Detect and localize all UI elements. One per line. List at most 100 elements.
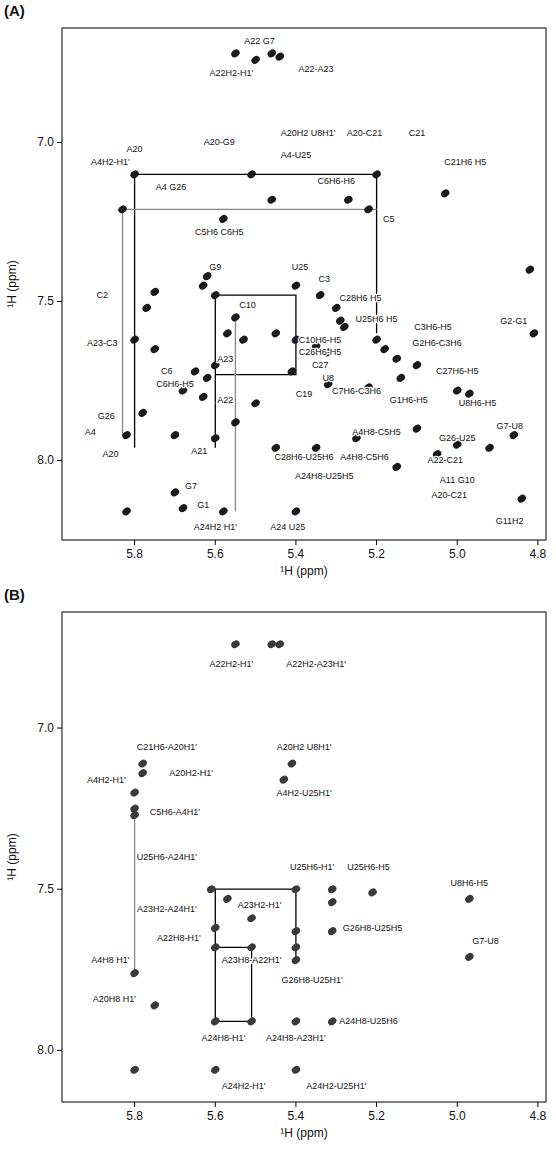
cross-peak — [339, 321, 350, 332]
x-tick-label: 5.6 — [207, 547, 224, 561]
peak-label: A20 — [102, 449, 118, 459]
plot-frame — [62, 28, 546, 540]
peak-label: U25H6-H1' — [290, 862, 335, 872]
peak-label: C6 — [161, 366, 173, 376]
cross-peak — [274, 639, 285, 650]
cross-peak — [411, 360, 422, 371]
connectivity-walk — [215, 295, 296, 448]
peak-label: A24H8-U25H5 — [295, 471, 354, 481]
y-axis-title: ¹H (ppm) — [5, 260, 19, 307]
peak-label: A4 G26 — [156, 182, 187, 192]
connectivity-walk — [135, 174, 377, 448]
peak-label: A20H8 H1' — [93, 994, 137, 1004]
cross-peak — [129, 968, 140, 979]
annotations: A22H2-H1'A22H2-A23H1'C21H6-A20H1'A20H2-H… — [87, 659, 499, 1091]
peak-label: A22H2-H1' — [210, 659, 254, 669]
cross-peak — [290, 506, 301, 517]
peak-label: A20H2 U8H1' — [277, 742, 332, 752]
cross-peak — [177, 503, 188, 514]
cross-peak — [230, 417, 241, 428]
cross-peak — [197, 280, 208, 291]
x-tick — [134, 540, 135, 545]
peak-label: G26-U25 — [439, 433, 476, 443]
figure: (A)5.85.65.45.25.04.87.07.58.0¹H (ppm)¹H… — [0, 0, 556, 1159]
cross-peak — [290, 1064, 301, 1075]
peak-label: G2H6-C3H6 — [412, 338, 462, 348]
connectivity-walk — [235, 317, 236, 511]
cross-peak — [524, 264, 535, 275]
peak-label: A4H8 H1' — [91, 955, 130, 965]
x-tick — [376, 540, 377, 545]
cross-peak — [327, 884, 338, 895]
y-tick — [57, 460, 62, 461]
cross-peak — [464, 951, 475, 962]
peak-label: A24H2-H1' — [222, 1081, 266, 1091]
cross-peak — [149, 344, 160, 355]
cross-peak — [197, 391, 208, 402]
cross-peak — [222, 328, 233, 339]
x-tick-label: 5.4 — [288, 547, 305, 561]
peak-label: G7-U8 — [496, 421, 523, 431]
cross-peak — [129, 334, 140, 345]
plot-data — [129, 639, 475, 1075]
peak-label: C27 — [312, 360, 329, 370]
x-tick — [457, 540, 458, 545]
cross-peak — [246, 169, 257, 180]
cross-peak — [202, 271, 213, 282]
y-tick — [57, 142, 62, 143]
cross-peak — [371, 169, 382, 180]
cross-peak — [331, 302, 342, 313]
peak-label: A24H8-A23H1' — [266, 1033, 326, 1043]
annotations: A22 G7A22H2-H1'A22-A23A20A4H2-H1'A20-G9A… — [85, 36, 528, 533]
peak-label: A20 — [127, 144, 143, 154]
x-tick-label: 4.8 — [530, 547, 547, 561]
y-axis-title: ¹H (ppm) — [5, 833, 19, 880]
x-tick-label: 5.4 — [288, 1109, 305, 1123]
peak-label: A23 — [217, 354, 233, 364]
peak-label: C6H6-H6 — [318, 176, 356, 186]
x-tick — [295, 1102, 296, 1107]
peak-label: A24H8-U25H6 — [339, 1016, 398, 1026]
cross-peak — [290, 884, 301, 895]
peak-label: A22H2-H1' — [210, 68, 254, 78]
x-tick — [295, 540, 296, 545]
peak-label: U8 — [322, 373, 334, 383]
cross-peak — [222, 893, 233, 904]
panel-letter: (B) — [4, 586, 25, 603]
cross-peak — [206, 884, 217, 895]
peak-label: U25H6-H5 — [347, 862, 390, 872]
cross-peak — [464, 893, 475, 904]
peak-label: A20H2-H1' — [169, 768, 213, 778]
cross-peak — [290, 1016, 301, 1027]
x-axis-title: ¹H (ppm) — [280, 1126, 327, 1140]
cross-peak — [149, 1000, 160, 1011]
cross-peak — [290, 955, 301, 966]
cross-peak — [274, 51, 285, 62]
x-tick-label: 4.8 — [530, 1109, 547, 1123]
cross-peak — [327, 1016, 338, 1027]
peak-label: C2 — [97, 290, 109, 300]
cross-peak — [246, 942, 257, 953]
cross-peak — [411, 423, 422, 434]
cross-peak — [117, 204, 128, 215]
x-tick — [376, 1102, 377, 1107]
cross-peak — [141, 302, 152, 313]
peak-label: G7 — [185, 481, 197, 491]
peak-label: C26H6-H5 — [299, 347, 342, 357]
cross-peak — [210, 433, 221, 444]
cross-peak — [286, 758, 297, 769]
cross-peak — [210, 290, 221, 301]
peak-label: A24H2 H1' — [194, 522, 238, 532]
y-tick-label: 7.5 — [37, 294, 54, 308]
x-tick-label: 5.2 — [368, 1109, 385, 1123]
cross-peak — [149, 287, 160, 298]
peak-label: G26H8-U25H1' — [281, 975, 343, 985]
peak-label: A20-G9 — [204, 137, 235, 147]
peak-label: A23H8-A22H1' — [222, 955, 282, 965]
y-tick — [57, 728, 62, 729]
y-tick — [57, 1050, 62, 1051]
peak-label: G9 — [209, 262, 221, 272]
peak-label: C6H6-H5 — [156, 379, 194, 389]
cross-peak — [391, 461, 402, 472]
peak-label: A23H2-H1' — [238, 900, 282, 910]
